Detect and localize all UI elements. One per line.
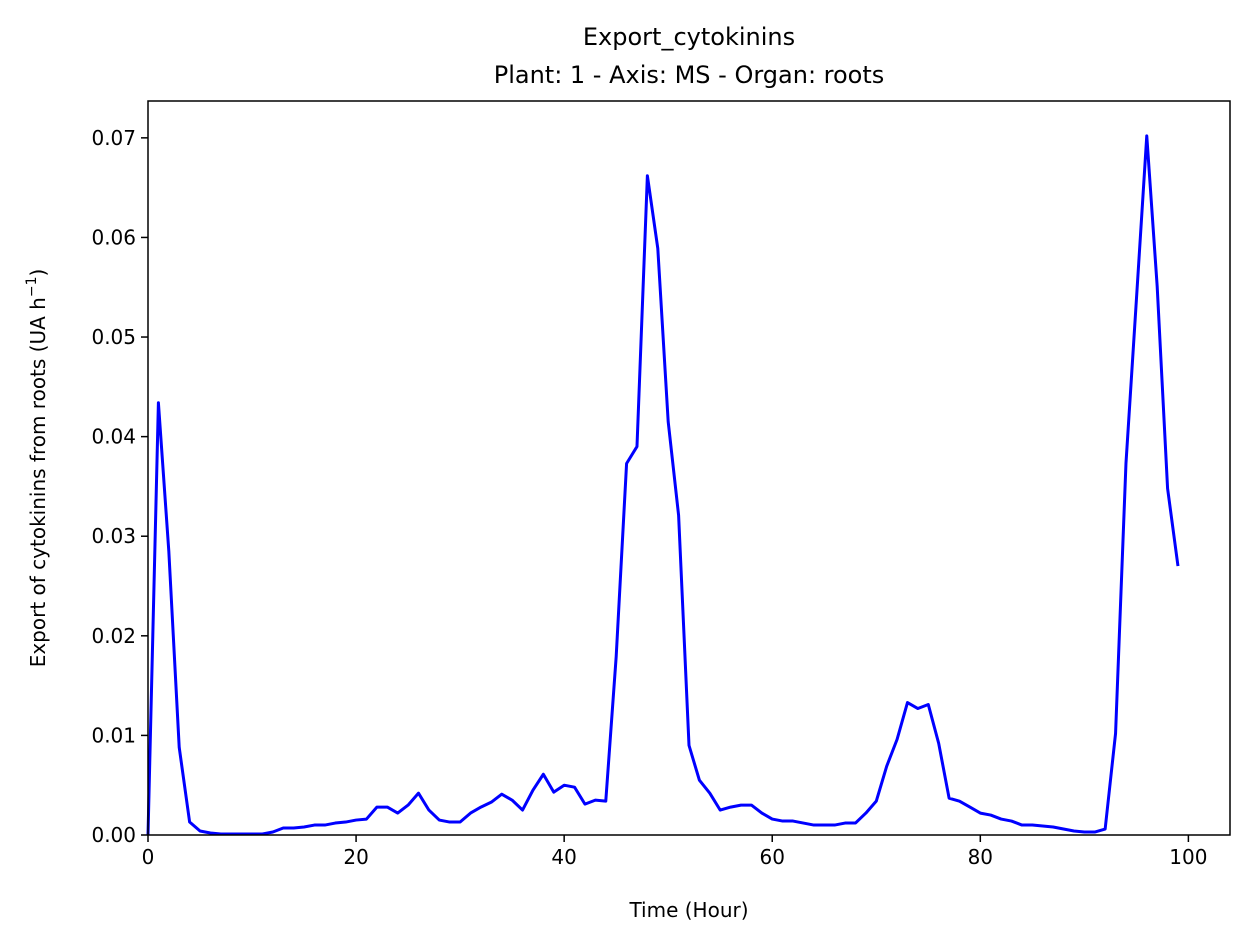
plot-frame [147, 100, 1231, 836]
y-tick-label: 0.06 [91, 225, 136, 249]
x-tick-label: 60 [760, 845, 785, 869]
x-axis-label: Time (Hour) [628, 898, 748, 922]
chart-title: Export_cytokinins [583, 23, 795, 51]
y-axis-label-close: ) [26, 269, 50, 277]
plot-area [146, 134, 1180, 836]
x-tick-label: 0 [142, 845, 155, 869]
x-tick-label: 40 [551, 845, 576, 869]
y-axis-label-text: Export of cytokinins from roots (UA h [26, 297, 50, 667]
y-tick-label: 0.03 [91, 524, 136, 548]
y-tick-label: 0.05 [91, 325, 136, 349]
y-tick-label: 0.07 [91, 126, 136, 150]
x-tick-label: 100 [1169, 845, 1207, 869]
x-axis: 0 20 40 60 80 100 [142, 835, 1207, 869]
x-tick-label: 20 [343, 845, 368, 869]
y-axis: 0.00 0.01 0.02 0.03 0.04 0.05 0.06 0.07 [91, 126, 148, 847]
y-axis-label: Export of cytokinins from roots (UA h−1) [24, 269, 50, 668]
y-tick-label: 0.04 [91, 425, 136, 449]
y-tick-label: 0.00 [91, 823, 136, 847]
y-tick-label: 0.02 [91, 624, 136, 648]
y-axis-label-exponent: −1 [24, 277, 40, 298]
y-tick-label: 0.01 [91, 723, 136, 747]
chart-subtitle: Plant: 1 - Axis: MS - Organ: roots [494, 61, 885, 89]
x-tick-label: 80 [968, 845, 993, 869]
series-line-0 [146, 134, 1180, 836]
